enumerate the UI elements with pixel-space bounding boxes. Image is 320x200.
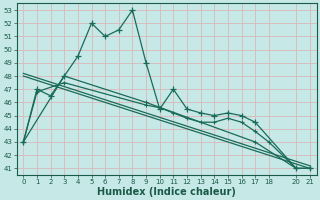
X-axis label: Humidex (Indice chaleur): Humidex (Indice chaleur)	[97, 187, 236, 197]
